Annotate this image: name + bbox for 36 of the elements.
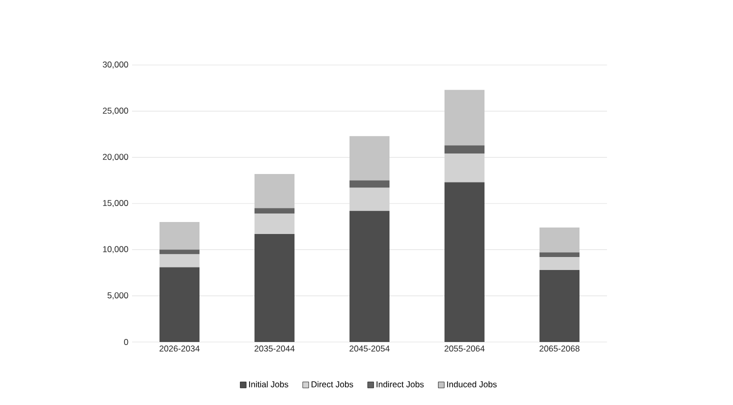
bar [350,136,390,180]
x-tick-label: 2045-2054 [350,346,390,352]
bar [540,228,580,252]
bar [254,174,295,208]
x-tick-label: 2035-2044 [254,346,295,352]
y-tick-label: 10,000 [103,246,128,254]
y-tick-label: 15,000 [103,200,128,208]
bar [160,250,200,254]
legend-label: Initial Jobs [249,381,288,388]
y-tick-label: 25,000 [102,108,128,115]
bar [444,154,485,182]
bar [350,188,390,211]
bar [254,214,295,234]
bar [350,210,390,342]
legend-label: Direct Jobs [312,381,354,388]
bar [160,254,200,268]
bar [540,252,580,258]
bar [254,208,295,214]
bar [444,182,485,342]
y-tick-label: 30,000 [102,61,128,69]
legend-label: Indirect Jobs [376,381,424,388]
bar [444,145,485,154]
x-tick-label: 2055-2064 [444,346,485,352]
legend-label: Induced Jobs [447,381,497,388]
bar [540,257,580,270]
bar [540,270,580,342]
bar [160,222,200,250]
bar [350,180,390,188]
y-tick-label: 0 [124,339,128,346]
bar [160,267,200,342]
bar [444,90,485,146]
y-tick-label: 5,000 [108,292,128,300]
bar [254,234,295,342]
x-tick-label: 2026-2034 [160,346,200,352]
y-tick-label: 20,000 [102,154,128,161]
x-tick-label: 2065-2068 [540,346,580,352]
